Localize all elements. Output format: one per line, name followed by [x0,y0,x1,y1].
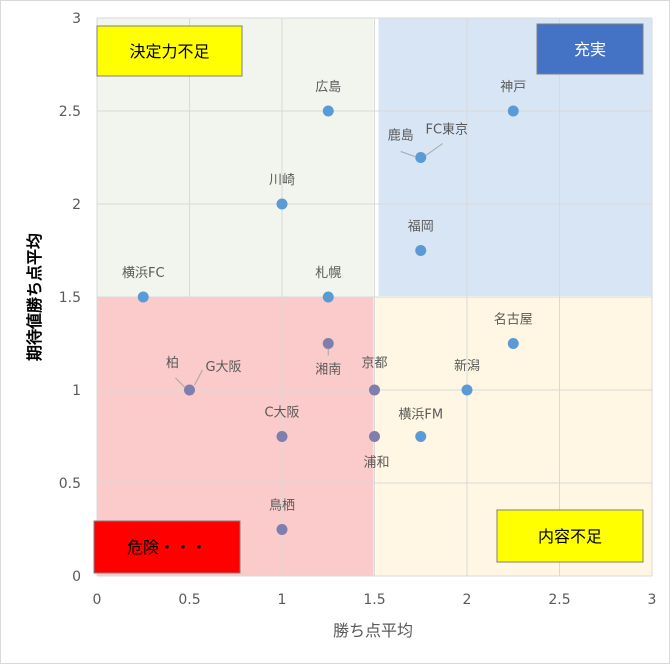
label-box-danger [93,520,241,574]
leader-lines [175,143,444,388]
point-label: 柏 [166,356,179,371]
label-box-lacking-content [496,509,644,563]
data-point [137,291,149,303]
x-tick-label: 1 [278,592,287,608]
y-tick-label: 2 [72,197,81,213]
point-label: 鹿島 [388,128,414,144]
y-tick-label: 1.5 [59,290,81,306]
data-point [276,198,288,210]
quadrant-label: 充実 [574,40,606,59]
point-label: 福岡 [408,220,434,235]
x-tick-label: 0.5 [178,592,200,608]
point-label: 横浜FC [122,266,165,281]
x-axis-title: 勝ち点平均 [333,621,413,640]
x-tick-label: 3 [648,592,657,608]
quadrant-label: 決定力不足 [129,42,209,61]
data-point [415,245,427,256]
leader-line [194,369,203,386]
point-label: 浦和 [363,456,389,471]
data-point [369,431,380,442]
data-point [415,431,427,442]
x-axis-ticks: 0 0.5 1 1.5 2 2.5 3 [93,592,657,608]
y-axis-ticks: 0 0.5 1 1.5 2 2.5 3 [59,11,81,585]
point-label: 川崎 [269,173,295,188]
y-axis-title: 期待値勝ち点平均 [25,233,44,361]
quadrant-label: 危険・・・ [127,538,207,557]
y-tick-label: 0 [72,569,81,585]
leader-line [400,151,415,157]
point-label: 鳥栖 [269,499,295,514]
data-point [322,291,334,303]
point-label: 名古屋 [494,312,533,328]
point-label: 京都 [361,356,387,371]
data-point [507,105,519,117]
quadrant-label: 内容不足 [538,527,602,546]
y-tick-label: 0.5 [59,476,81,492]
leader-line [425,143,444,156]
point-label: 湘南 [315,362,341,378]
point-label: C大阪 [264,406,299,421]
data-point [415,152,427,163]
data-point [369,384,380,396]
point-label: 神戸 [500,80,526,95]
point-label: 広島 [315,80,341,95]
y-tick-label: 1 [72,383,81,399]
data-point [507,338,519,349]
data-point [276,431,288,442]
data-point [322,338,334,349]
label-box-shortage-finishing [96,25,243,77]
label-box-fulfilled [536,23,644,75]
data-point [276,524,288,535]
point-label: G大阪 [205,360,241,375]
leader-line [175,377,185,388]
point-label: FC東京 [425,122,468,138]
point-label: 新潟 [454,358,480,374]
point-label: 横浜FM [398,408,443,423]
x-tick-label: 1.5 [363,592,385,608]
data-point [322,105,334,117]
y-tick-label: 3 [72,11,81,27]
data-point [184,384,195,396]
x-tick-label: 2.5 [548,592,570,608]
data-points [137,105,519,535]
x-tick-label: 2 [463,592,472,608]
y-tick-label: 2.5 [59,104,81,120]
point-label: 札幌 [315,265,341,281]
x-tick-label: 0 [93,592,102,608]
data-point [461,384,473,396]
